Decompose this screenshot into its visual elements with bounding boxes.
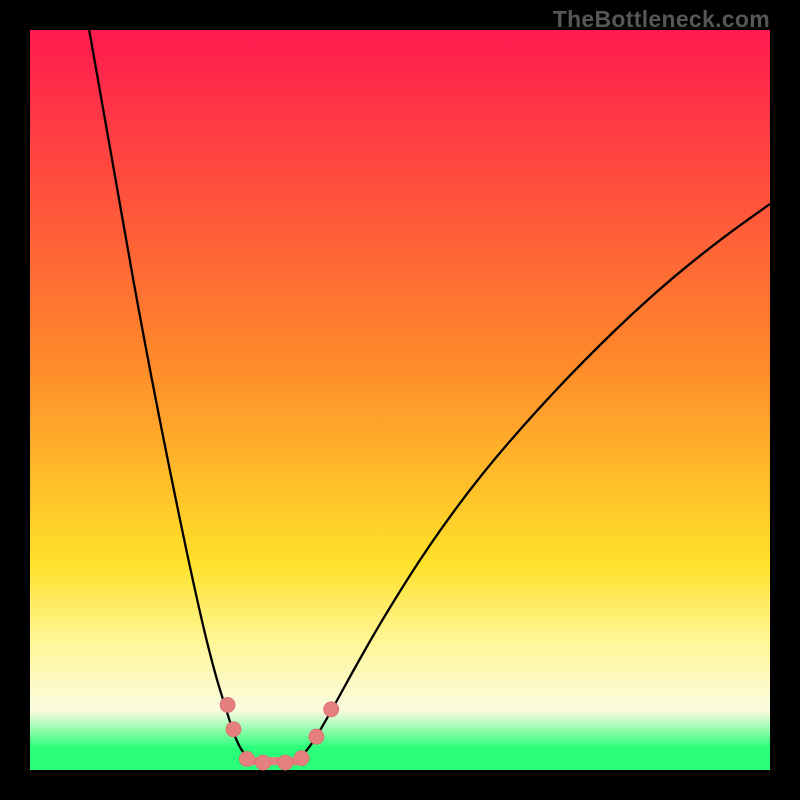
chart-svg [0, 0, 800, 800]
stage: TheBottleneck.com [0, 0, 800, 800]
marker-point [226, 722, 241, 737]
marker-point [220, 697, 235, 712]
marker-point [294, 751, 309, 766]
marker-point [256, 755, 271, 770]
watermark-text: TheBottleneck.com [553, 6, 770, 33]
marker-point [309, 729, 324, 744]
curve-left [89, 30, 252, 763]
marker-point [278, 755, 293, 770]
curve-right [296, 204, 770, 763]
marker-point [239, 751, 254, 766]
marker-point [324, 702, 339, 717]
